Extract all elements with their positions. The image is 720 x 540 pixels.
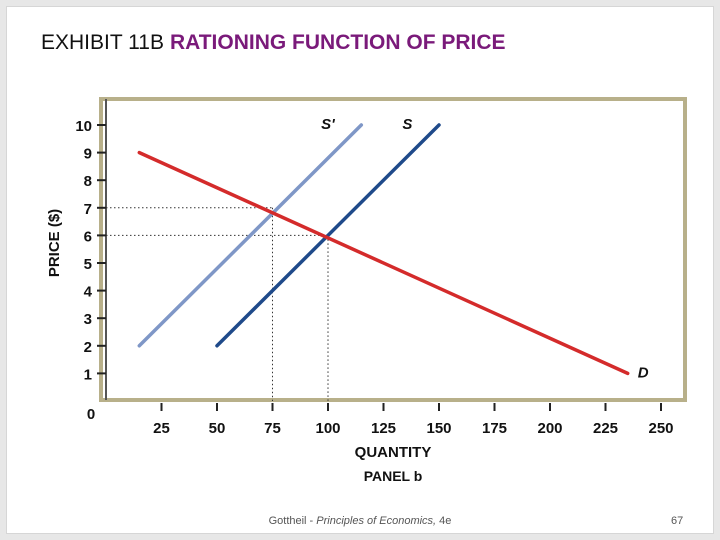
- footer-book-title: Principles of Economics,: [316, 515, 437, 527]
- x-tick-label: 75: [264, 420, 281, 437]
- y-tick-label: 10: [75, 118, 92, 135]
- panel-label: PANEL b: [364, 468, 423, 483]
- x-tick-label: 25: [153, 420, 170, 437]
- y-tick-label: 8: [84, 173, 92, 190]
- y-axis-label: PRICE ($): [46, 209, 63, 277]
- supply-label: S: [402, 116, 412, 133]
- demand-label: D: [638, 364, 649, 381]
- page-number: 67: [671, 515, 684, 527]
- x-tick-label: 200: [537, 420, 562, 437]
- y-tick-label: 5: [84, 256, 92, 273]
- slide-title: EXHIBIT 11B RATIONING FUNCTION OF PRICE: [41, 31, 506, 55]
- origin-label: 0: [87, 406, 95, 423]
- y-tick-label: 4: [84, 284, 93, 301]
- x-tick-label: 125: [371, 420, 396, 437]
- x-tick-label: 150: [426, 420, 451, 437]
- title-prefix: EXHIBIT 11B: [41, 31, 164, 54]
- y-tick-label: 1: [84, 366, 92, 383]
- x-tick-label: 175: [482, 420, 507, 437]
- y-tick-label: 9: [84, 146, 92, 163]
- y-tick-label: 7: [84, 201, 92, 218]
- y-tick-label: 6: [84, 228, 92, 245]
- x-axis-label: QUANTITY: [355, 444, 432, 461]
- slide: EXHIBIT 11B RATIONING FUNCTION OF PRICE 1…: [6, 6, 714, 534]
- x-tick-label: 250: [648, 420, 673, 437]
- x-tick-label: 225: [593, 420, 618, 437]
- y-tick-label: 3: [84, 311, 92, 328]
- footer-author: Gottheil -: [268, 515, 317, 527]
- title-main: RATIONING FUNCTION OF PRICE: [169, 31, 506, 54]
- demand-curve: [137, 150, 630, 376]
- footer-edition: 4e: [436, 515, 452, 527]
- footer-citation: Gottheil - Principles of Economics, 4e: [7, 515, 713, 527]
- y-tick-label: 2: [84, 339, 92, 356]
- supply-shifted-label: S': [321, 116, 335, 133]
- x-tick-label: 100: [315, 420, 340, 437]
- x-tick-label: 50: [209, 420, 226, 437]
- supply-curve: [215, 123, 441, 348]
- supply-shifted-curve: [137, 123, 364, 348]
- plot-frame: [99, 97, 687, 402]
- chart-area: 1 2 3 4 5 6 7 8 9 10 0 25 50 75 100 125 150 175 200 225 250 Q…: [43, 95, 689, 484]
